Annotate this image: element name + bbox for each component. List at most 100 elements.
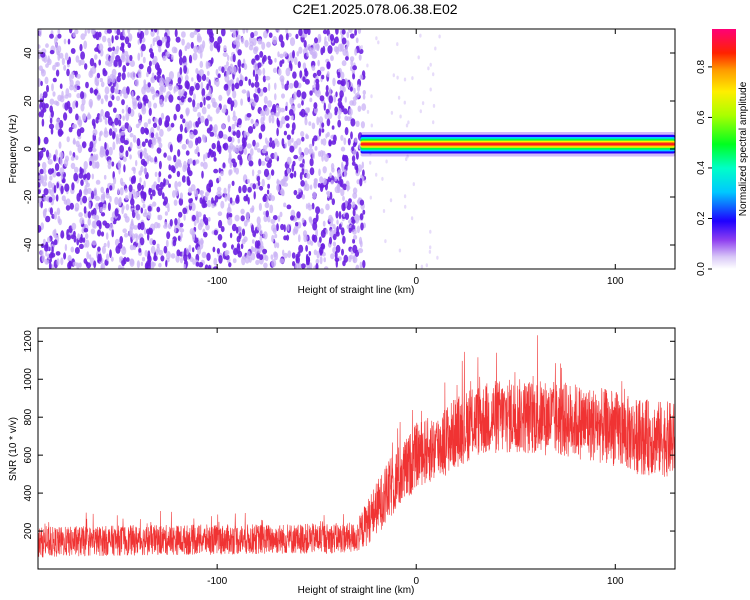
noise-speckle [301, 91, 307, 100]
noise-speckle [158, 117, 163, 126]
colorbar-tick-label: 0.4 [696, 161, 707, 175]
noise-speckle [79, 43, 83, 52]
noise-speckle [274, 57, 277, 63]
noise-speckle [170, 54, 174, 60]
noise-speckle [104, 111, 110, 118]
noise-speckle [304, 117, 308, 126]
noise-speckle [280, 223, 285, 231]
noise-speckle [188, 187, 193, 194]
noise-speckle [292, 50, 295, 59]
noise-speckle [354, 29, 357, 36]
noise-speckle [228, 202, 231, 212]
noise-speckle [170, 122, 175, 128]
noise-speckle [51, 168, 55, 174]
noise-speckle [66, 100, 71, 109]
noise-speckle [340, 227, 345, 236]
noise-speckle [352, 208, 356, 217]
noise-speckle [301, 217, 305, 223]
noise-speckle [276, 127, 279, 137]
noise-speckle [267, 82, 271, 92]
noise-speckle [129, 60, 135, 67]
noise-speckle [311, 202, 315, 210]
noise-speckle [220, 200, 225, 209]
noise-speckle [39, 168, 44, 175]
noise-speckle [40, 243, 45, 248]
noise-speckle [208, 31, 214, 39]
noise-speckle [170, 253, 176, 259]
noise-speckle [272, 215, 278, 221]
noise-speckle [132, 134, 137, 143]
noise-speckle [150, 262, 156, 267]
noise-speckle [202, 216, 206, 222]
noise-speckle [174, 29, 178, 38]
noise-speckle [223, 45, 227, 52]
noise-speckle [279, 258, 285, 264]
noise-speckle [250, 252, 256, 261]
noise-speckle [129, 141, 133, 149]
y-tick-label: 1200 [23, 330, 34, 353]
noise-speckle [307, 107, 310, 113]
noise-speckle [244, 39, 249, 48]
noise-speckle [63, 252, 67, 260]
noise-speckle [66, 136, 70, 143]
noise-speckle [182, 89, 185, 94]
snr-frame [37, 327, 676, 570]
noise-speckle [286, 204, 292, 210]
noise-speckle [142, 56, 146, 64]
noise-speckle [210, 57, 214, 64]
noise-speckle [203, 231, 208, 238]
noise-speckle [196, 35, 202, 43]
noise-speckle [114, 117, 119, 126]
noise-speckle [343, 254, 349, 263]
noise-speckle [143, 94, 148, 102]
noise-speckle [253, 30, 258, 36]
noise-speckle [94, 78, 100, 86]
noise-speckle [177, 77, 182, 85]
noise-speckle [93, 187, 98, 196]
noise-speckle [273, 151, 278, 160]
noise-speckle [246, 143, 252, 149]
noise-speckle [260, 110, 264, 117]
noise-speckle [109, 185, 113, 191]
noise-speckle [250, 82, 255, 88]
noise-speckle [287, 250, 292, 258]
noise-speckle [167, 29, 170, 37]
noise-speckle [253, 62, 258, 71]
noise-speckle [253, 47, 258, 55]
noise-speckle [233, 147, 237, 153]
noise-speckle [59, 95, 65, 103]
noise-speckle [57, 128, 63, 137]
noise-speckle [243, 147, 248, 155]
noise-speckle [359, 261, 363, 269]
noise-speckle [147, 205, 152, 212]
noise-speckle [227, 145, 232, 154]
noise-speckle [315, 258, 320, 265]
noise-speckle [255, 142, 260, 148]
noise-speckle [53, 228, 57, 236]
noise-speckle [96, 92, 101, 102]
noise-speckle [179, 192, 183, 200]
noise-speckle [432, 103, 436, 108]
noise-speckle [204, 193, 209, 202]
noise-speckle [232, 53, 236, 63]
noise-speckle [218, 94, 223, 101]
noise-speckle [257, 69, 262, 76]
noise-speckle [121, 52, 125, 60]
noise-speckle [232, 258, 237, 264]
noise-speckle [156, 243, 160, 248]
noise-speckle [182, 207, 188, 215]
noise-speckle [146, 211, 152, 220]
noise-speckle [226, 192, 231, 201]
noise-speckle [76, 193, 81, 202]
noise-speckle [286, 167, 291, 175]
noise-speckle [336, 219, 339, 225]
noise-speckle [78, 262, 82, 268]
noise-speckle [78, 212, 83, 218]
noise-speckle [199, 190, 205, 195]
noise-speckle [231, 223, 237, 232]
noise-speckle [164, 211, 168, 216]
noise-speckle [105, 192, 110, 199]
noise-speckle [199, 60, 204, 69]
noise-speckle [80, 179, 84, 186]
noise-speckle [128, 190, 133, 200]
